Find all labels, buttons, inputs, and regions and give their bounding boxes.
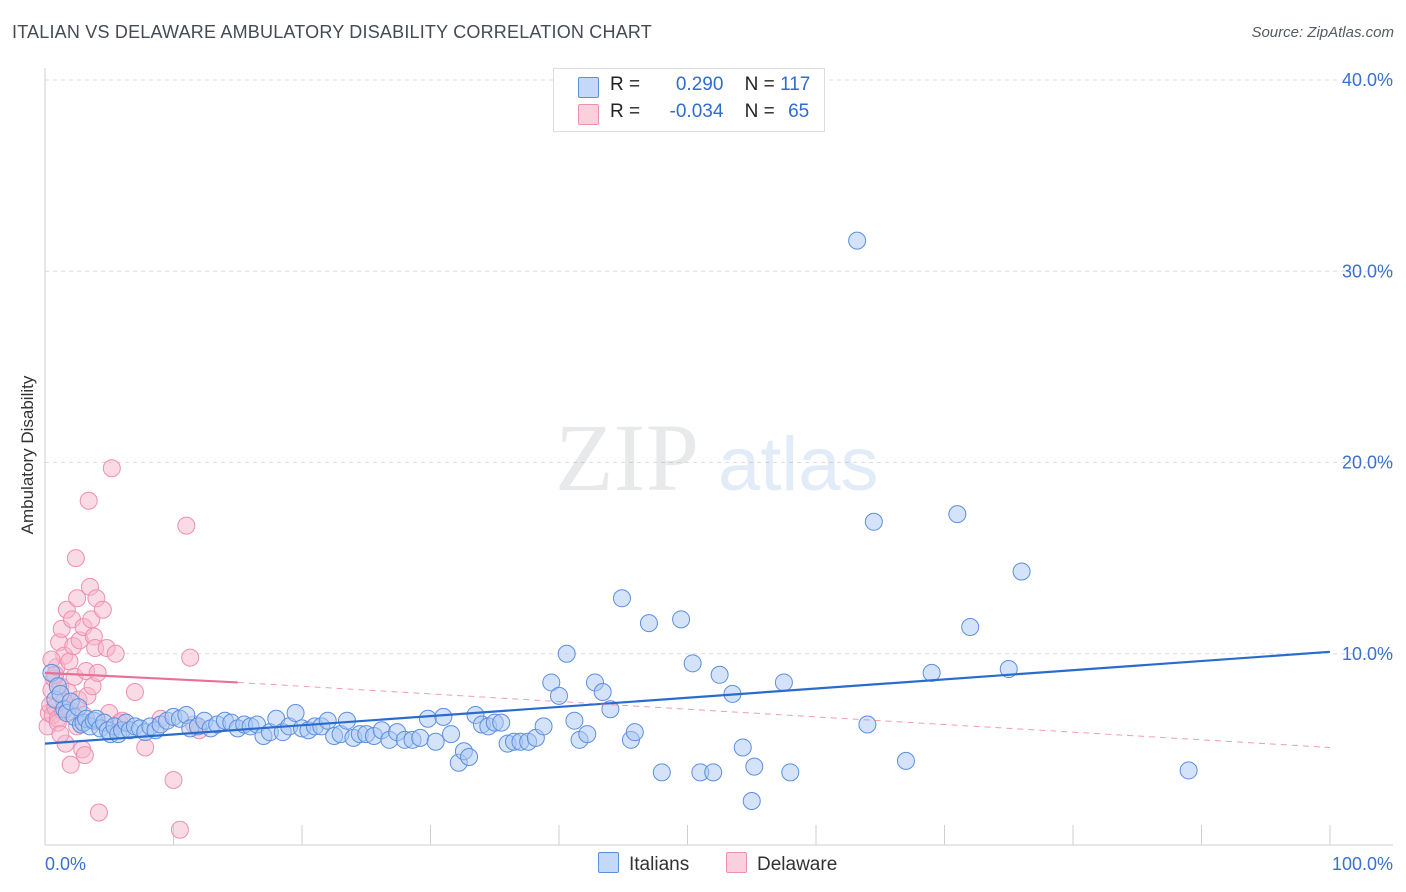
legend-n-label: N = [744, 101, 775, 122]
italians-point [704, 763, 723, 782]
italians-point [848, 231, 867, 250]
axes [44, 68, 1393, 846]
delaware-point [93, 600, 112, 619]
delaware-point [82, 610, 101, 629]
italians-point [948, 505, 967, 524]
chart-title: ITALIAN VS DELAWARE AMBULATORY DISABILIT… [12, 22, 652, 42]
delaware-point [79, 491, 98, 510]
delaware-point [181, 648, 200, 667]
source-label: Source: ZipAtlas.com [1251, 24, 1394, 41]
trend-lines [44, 650, 1331, 748]
italians-point [858, 715, 877, 734]
delaware-point [136, 738, 155, 757]
italians-point [442, 725, 461, 744]
italians-points [42, 231, 1198, 811]
italians-point [742, 792, 761, 811]
italians-point [683, 654, 702, 673]
watermark-zip: ZIP [555, 404, 699, 511]
italians-point [578, 725, 597, 744]
delaware-point [177, 516, 196, 535]
correlation-legend: R = 0.290 N = 117 R = -0.034 N = 65 [553, 68, 825, 132]
bottom-legend-label-delaware: Delaware [757, 854, 838, 875]
legend-n-value: 117 [780, 74, 811, 95]
italians-point [961, 617, 980, 636]
delaware-point [125, 683, 144, 701]
italians-point [434, 707, 453, 726]
italians-point [1179, 761, 1198, 780]
delaware-point [102, 459, 121, 478]
italians-point [733, 738, 752, 757]
italians-point [460, 748, 479, 767]
bottom-legend-delaware: Delaware [726, 852, 837, 876]
italians-point [1012, 562, 1031, 581]
delaware-point [75, 746, 94, 765]
y-tick-label: 40.0% [1342, 70, 1393, 90]
italians-point [286, 704, 305, 723]
italians-point [781, 763, 800, 782]
italians-point [672, 610, 691, 629]
legend-r-label: R = [610, 74, 641, 95]
legend-r-value: 0.290 [675, 74, 724, 95]
delaware-point [170, 820, 189, 839]
delaware-point [88, 663, 107, 682]
italians-point [896, 751, 915, 770]
x-tick-label-max: 100.0% [1332, 854, 1393, 874]
delaware-point [51, 725, 70, 744]
legend-r-label: R = [610, 101, 641, 122]
delaware-point [60, 652, 79, 671]
italians-point [774, 673, 793, 692]
italians-point [745, 757, 764, 776]
delaware-trend-line [44, 671, 238, 684]
italians-point [999, 660, 1018, 679]
italians-point [542, 673, 561, 692]
legend-swatch-delaware [578, 104, 599, 125]
y-tick-label: 30.0% [1342, 261, 1393, 281]
italians-point [418, 709, 437, 728]
legend-n-label: N = [744, 74, 775, 95]
italians-trend-line [44, 650, 1331, 745]
italians-point [318, 711, 337, 730]
x-tick-label-min: 0.0% [45, 854, 86, 874]
grid-lines [45, 79, 1393, 655]
delaware-point [61, 755, 80, 774]
delaware-point [68, 589, 87, 608]
italians-point [639, 614, 658, 633]
italians-point [550, 686, 568, 705]
y-tick-label: 20.0% [1342, 453, 1393, 473]
legend-r-value: -0.034 [669, 101, 724, 122]
delaware-point [89, 803, 108, 822]
delaware-points [38, 459, 209, 839]
italians-point [534, 717, 553, 736]
italians-point [557, 644, 576, 663]
italians-point [612, 589, 631, 608]
italians-point [625, 723, 644, 742]
italians-point [593, 683, 612, 701]
legend-swatch-italians [578, 77, 599, 98]
italians-point [492, 713, 511, 732]
watermark: ZIP atlas [555, 404, 879, 511]
italians-point [652, 763, 671, 782]
legend-n-value: 65 [788, 101, 810, 122]
italians-point [864, 512, 883, 531]
delaware-point [106, 644, 125, 663]
bottom-legend-label-italians: Italians [629, 854, 690, 875]
bottom-legend-italians: Italians [598, 852, 689, 876]
bottom-legend-swatch-delaware [726, 852, 747, 873]
tick-labels: 10.0% 20.0% 30.0% 40.0% 0.0% 100.0% [45, 70, 1393, 874]
watermark-atlas: atlas [718, 422, 879, 507]
y-tick-label: 10.0% [1342, 644, 1393, 664]
italians-point [710, 665, 729, 684]
italians-point [565, 711, 584, 730]
bottom-legend-swatch-italians [598, 852, 619, 873]
italians-point [426, 732, 445, 751]
italians-point [411, 728, 430, 747]
delaware-point [164, 770, 183, 789]
delaware-point [66, 549, 85, 568]
